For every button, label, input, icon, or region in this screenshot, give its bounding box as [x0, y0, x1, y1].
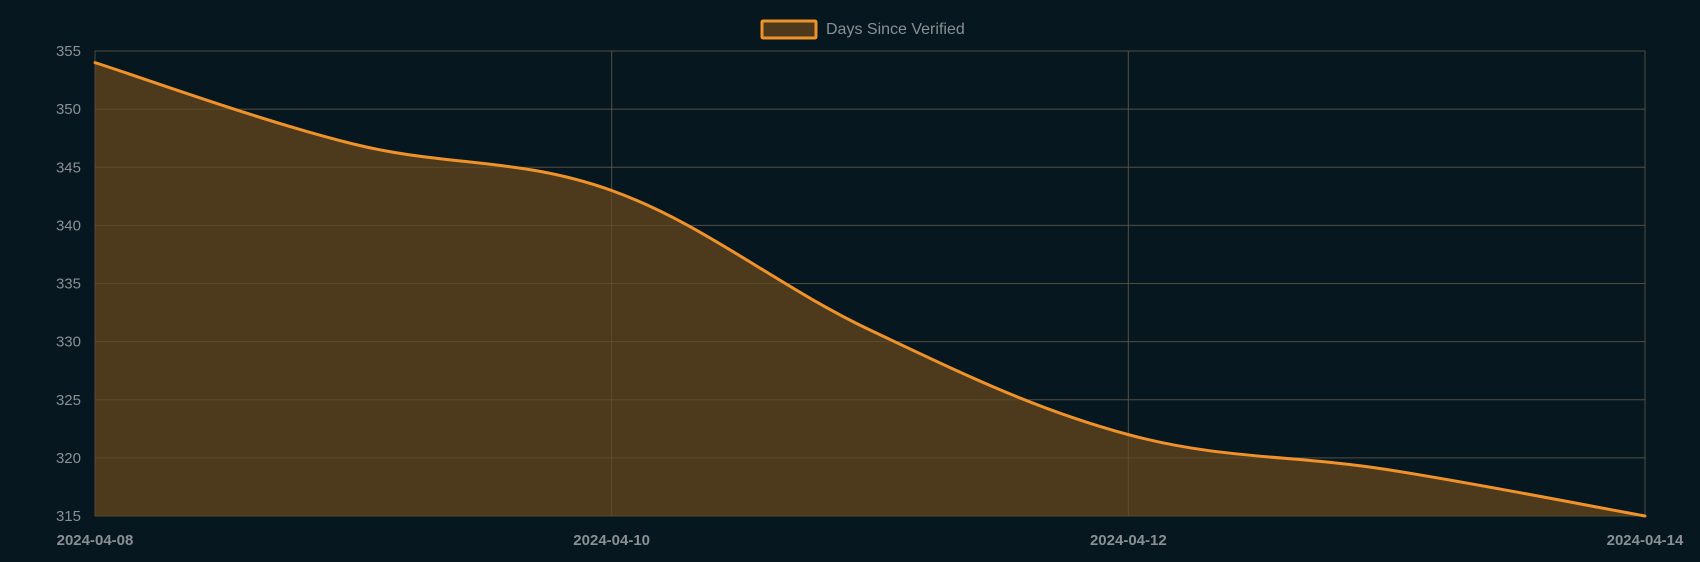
y-tick-label: 350 — [56, 101, 81, 118]
x-axis-ticks: 2024-04-08 2024-04-10 2024-04-12 2024-04-14 — [57, 532, 1684, 549]
y-tick-label: 315 — [56, 508, 81, 525]
y-tick-label: 345 — [56, 159, 81, 176]
x-tick-label: 2024-04-14 — [1607, 532, 1684, 549]
legend-label[interactable]: Days Since Verified — [826, 21, 965, 38]
x-tick-label: 2024-04-12 — [1090, 532, 1167, 549]
y-tick-label: 340 — [56, 217, 81, 234]
y-tick-label: 325 — [56, 392, 81, 409]
y-tick-label: 330 — [56, 334, 81, 351]
y-axis-ticks: 315 320 325 330 335 340 345 350 355 — [56, 43, 81, 525]
y-tick-label: 320 — [56, 450, 81, 467]
x-tick-label: 2024-04-10 — [573, 532, 650, 549]
series-area-fill — [95, 62, 1645, 516]
area-layer — [93, 50, 1647, 518]
legend[interactable]: Days Since Verified — [760, 19, 965, 40]
y-tick-label: 335 — [56, 276, 81, 293]
legend-swatch[interactable] — [760, 19, 818, 40]
y-tick-label: 355 — [56, 43, 81, 60]
x-tick-label: 2024-04-08 — [57, 532, 134, 549]
series-line — [93, 61, 1647, 518]
